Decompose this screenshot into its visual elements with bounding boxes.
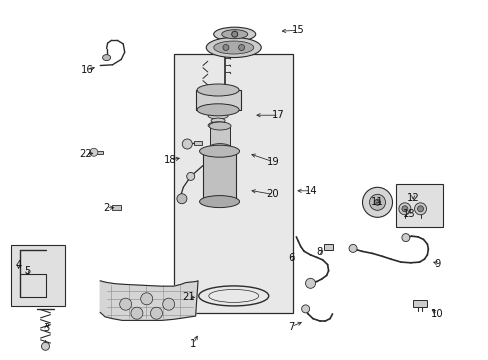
Bar <box>95 151 103 154</box>
Text: 20: 20 <box>266 189 279 199</box>
Text: 21: 21 <box>182 292 194 302</box>
Text: 18: 18 <box>163 155 176 165</box>
Circle shape <box>238 45 244 50</box>
Text: 2: 2 <box>103 203 110 213</box>
Circle shape <box>301 305 309 313</box>
Ellipse shape <box>208 113 227 119</box>
Text: 7: 7 <box>287 321 294 332</box>
Ellipse shape <box>199 145 239 157</box>
Circle shape <box>414 203 426 215</box>
Circle shape <box>374 199 380 205</box>
Circle shape <box>223 45 228 50</box>
Ellipse shape <box>209 122 230 130</box>
Circle shape <box>163 298 174 310</box>
Text: 19: 19 <box>266 157 279 167</box>
Ellipse shape <box>213 27 255 41</box>
Text: 14: 14 <box>304 186 317 196</box>
Bar <box>203 151 236 202</box>
Circle shape <box>369 194 385 210</box>
Circle shape <box>150 307 162 319</box>
Polygon shape <box>100 281 198 320</box>
Ellipse shape <box>102 55 110 60</box>
Circle shape <box>348 244 356 252</box>
Bar <box>395 184 442 227</box>
Bar <box>112 205 121 210</box>
Text: 5: 5 <box>23 266 30 276</box>
Circle shape <box>417 206 423 212</box>
Ellipse shape <box>199 195 239 208</box>
Circle shape <box>182 139 192 149</box>
Text: 22: 22 <box>79 149 92 159</box>
Circle shape <box>231 31 237 37</box>
Text: 13: 13 <box>402 209 415 219</box>
Circle shape <box>177 194 186 204</box>
Ellipse shape <box>197 104 239 116</box>
Text: 12: 12 <box>406 193 419 203</box>
Circle shape <box>305 278 315 288</box>
Circle shape <box>401 206 407 212</box>
Text: 15: 15 <box>291 25 304 35</box>
Text: 3: 3 <box>43 323 49 333</box>
Circle shape <box>90 148 98 156</box>
Bar <box>412 300 426 307</box>
Bar <box>193 141 202 145</box>
Ellipse shape <box>206 37 261 58</box>
Ellipse shape <box>213 41 253 54</box>
Text: 11: 11 <box>370 197 383 207</box>
Bar <box>323 244 332 250</box>
Ellipse shape <box>221 30 247 39</box>
Circle shape <box>131 307 142 319</box>
Text: 17: 17 <box>272 110 285 120</box>
Text: 1: 1 <box>189 339 196 349</box>
Circle shape <box>186 172 194 180</box>
Text: 10: 10 <box>430 309 443 319</box>
Circle shape <box>120 298 131 310</box>
Text: 16: 16 <box>81 65 93 75</box>
Ellipse shape <box>211 118 224 123</box>
Bar <box>11 245 64 306</box>
Text: 4: 4 <box>16 260 21 270</box>
Ellipse shape <box>209 144 230 152</box>
Circle shape <box>141 293 152 305</box>
Text: 8: 8 <box>316 247 322 257</box>
Bar <box>195 90 240 110</box>
Circle shape <box>41 342 49 350</box>
Ellipse shape <box>197 84 239 96</box>
Bar <box>173 54 293 313</box>
Bar <box>210 126 229 148</box>
Text: 6: 6 <box>287 253 294 264</box>
Circle shape <box>362 187 392 217</box>
Circle shape <box>398 203 410 215</box>
Text: 9: 9 <box>433 258 440 269</box>
Circle shape <box>401 234 409 242</box>
Ellipse shape <box>208 122 227 129</box>
Ellipse shape <box>213 123 223 127</box>
